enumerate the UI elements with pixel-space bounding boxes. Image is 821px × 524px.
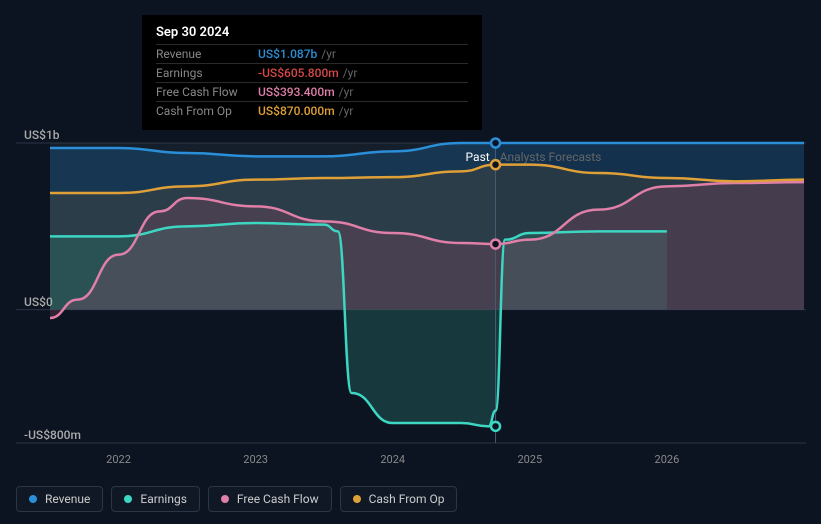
tooltip-row-unit: /yr xyxy=(339,85,354,99)
chart-legend: Revenue Earnings Free Cash Flow Cash From O… xyxy=(16,486,457,512)
past-forecast-labels: Past Analysts Forecasts xyxy=(466,150,602,164)
tooltip-row-label: Free Cash Flow xyxy=(156,85,258,99)
legend-item-cash-from-op[interactable]: Cash From Op xyxy=(340,486,458,512)
tooltip-row-value: US$870.000m xyxy=(258,104,335,118)
tooltip-row-unit: /yr xyxy=(343,66,358,80)
tooltip-row-unit: /yr xyxy=(321,47,336,61)
legend-item-free-cash-flow[interactable]: Free Cash Flow xyxy=(208,486,332,512)
financials-chart[interactable]: US$1b US$0 -US$800m Past Analysts Forecast… xyxy=(16,120,806,445)
legend-item-earnings[interactable]: Earnings xyxy=(111,486,200,512)
tooltip-row-unit: /yr xyxy=(339,104,354,118)
tooltip-row-value: US$1.087b xyxy=(258,47,317,61)
chart-canvas xyxy=(16,120,806,445)
legend-dot-icon xyxy=(221,495,229,503)
tooltip-row: Earnings-US$605.800m/yr xyxy=(156,63,468,82)
past-label: Past xyxy=(466,150,490,164)
tooltip-row: Cash From OpUS$870.000m/yr xyxy=(156,101,468,120)
legend-label: Cash From Op xyxy=(369,492,445,506)
y-axis-label: -US$800m xyxy=(24,428,81,442)
tooltip-row-label: Earnings xyxy=(156,66,258,80)
x-axis-label: 2022 xyxy=(106,453,131,466)
legend-item-revenue[interactable]: Revenue xyxy=(16,486,103,512)
tooltip-row-label: Revenue xyxy=(156,47,258,61)
tooltip-row-value: -US$605.800m xyxy=(258,66,339,80)
tooltip-date: Sep 30 2024 xyxy=(156,25,468,40)
legend-dot-icon xyxy=(29,495,37,503)
x-axis-label: 2026 xyxy=(655,453,680,466)
y-axis-label: US$0 xyxy=(24,295,53,309)
legend-label: Free Cash Flow xyxy=(237,492,319,506)
tooltip-row-label: Cash From Op xyxy=(156,104,258,118)
data-tooltip: Sep 30 2024 RevenueUS$1.087b/yrEarnings-… xyxy=(142,15,482,130)
x-axis-label: 2025 xyxy=(517,453,542,466)
x-axis-label: 2024 xyxy=(380,453,405,466)
tooltip-row-value: US$393.400m xyxy=(258,85,335,99)
forecast-label: Analysts Forecasts xyxy=(500,150,602,164)
x-axis-label: 2023 xyxy=(243,453,268,466)
legend-label: Earnings xyxy=(140,492,187,506)
tooltip-row: RevenueUS$1.087b/yr xyxy=(156,44,468,63)
y-axis-label: US$1b xyxy=(24,128,60,142)
legend-label: Revenue xyxy=(45,492,90,506)
legend-dot-icon xyxy=(353,495,361,503)
legend-dot-icon xyxy=(124,495,132,503)
tooltip-row: Free Cash FlowUS$393.400m/yr xyxy=(156,82,468,101)
